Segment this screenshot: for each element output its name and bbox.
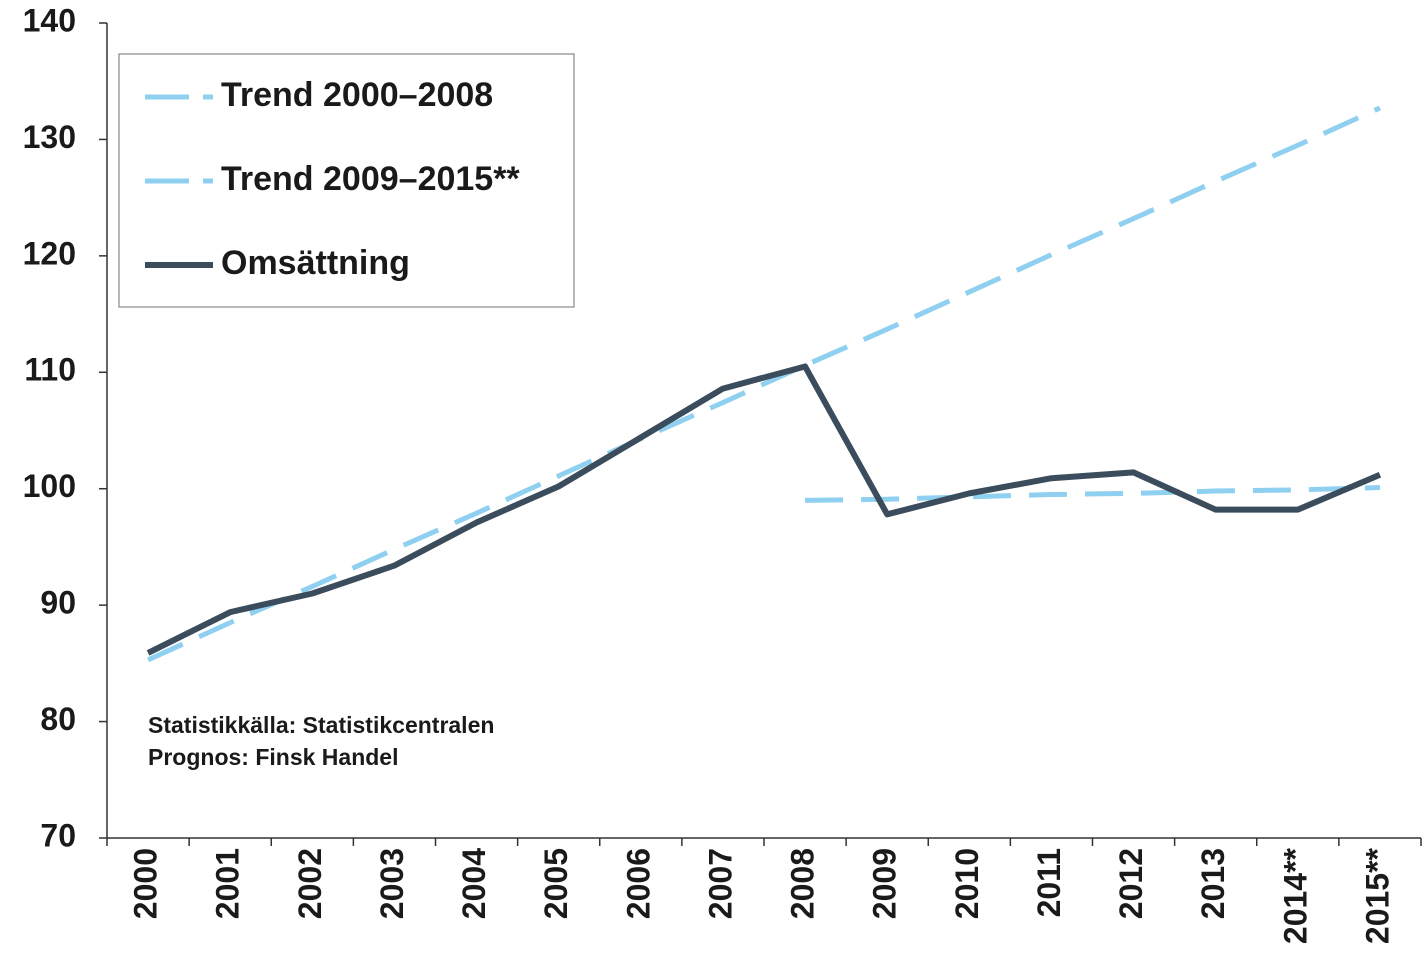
x-tick-label: 2005 xyxy=(538,848,574,919)
x-tick-label: 2001 xyxy=(210,848,246,919)
x-tick-label: 2015** xyxy=(1359,847,1395,944)
series-line xyxy=(146,363,1382,656)
series-line xyxy=(147,105,1381,663)
y-tick-label: 80 xyxy=(40,701,76,737)
x-tick-label: 2009 xyxy=(867,848,903,919)
annotation: Statistikkälla: Statistikcentralen xyxy=(148,712,494,738)
series-line xyxy=(805,485,1381,503)
x-tick-label: 2014** xyxy=(1277,847,1313,944)
x-tick-label: 2013 xyxy=(1195,848,1231,919)
x-tick-label: 2003 xyxy=(374,848,410,919)
x-tick-label: 2004 xyxy=(456,848,492,919)
annotation: Prognos: Finsk Handel xyxy=(148,744,398,770)
y-tick-label: 120 xyxy=(23,235,76,271)
x-tick-label: 2010 xyxy=(949,848,985,919)
y-tick-label: 140 xyxy=(23,2,76,38)
x-tick-label: 2007 xyxy=(702,848,738,919)
x-tick-label: 2008 xyxy=(785,848,821,919)
x-tick-label: 2006 xyxy=(620,848,656,919)
x-tick-label: 2011 xyxy=(1031,848,1067,917)
legend-label: Trend 2009–2015** xyxy=(221,160,520,198)
x-tick-label: 2000 xyxy=(128,848,164,919)
y-tick-label: 90 xyxy=(40,585,76,621)
y-tick-label: 130 xyxy=(23,119,76,155)
legend-label: Trend 2000–2008 xyxy=(221,76,493,114)
legend-label: Omsättning xyxy=(221,244,410,282)
y-tick-label: 110 xyxy=(24,352,76,388)
y-tick-label: 100 xyxy=(23,468,76,504)
y-tick-label: 70 xyxy=(40,817,76,853)
x-tick-label: 2002 xyxy=(292,848,328,919)
x-tick-label: 2012 xyxy=(1113,848,1149,919)
